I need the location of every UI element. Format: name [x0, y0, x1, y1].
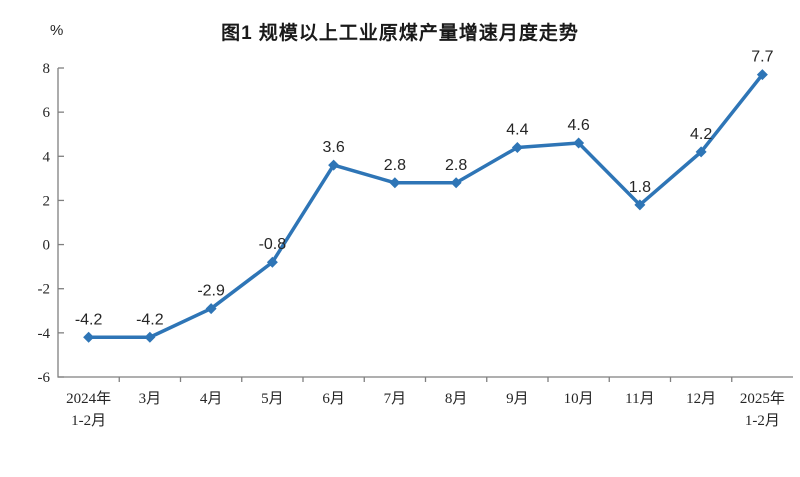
- y-tick-label: 0: [43, 238, 51, 254]
- data-point-marker: [83, 331, 95, 343]
- y-tick-label: 4: [43, 149, 51, 165]
- x-tick-label: 3月: [139, 391, 162, 407]
- y-tick-label: -2: [38, 282, 51, 298]
- data-point-label: 4.4: [506, 121, 528, 138]
- data-point-label: -2.9: [197, 283, 225, 300]
- x-tick-label: 4月: [200, 391, 223, 407]
- data-point-marker: [266, 256, 278, 268]
- data-series-line: [86, 72, 765, 340]
- y-axis-unit-label: %: [50, 22, 64, 39]
- axis-lines: [57, 68, 793, 378]
- data-point-marker: [695, 146, 707, 158]
- y-tick-label: 6: [43, 105, 51, 121]
- x-tick-label: 2025年 1-2月: [740, 390, 785, 429]
- y-tick-label: 2: [43, 193, 51, 209]
- y-tick-label: -4: [38, 326, 51, 342]
- x-tick-label: 8月: [445, 391, 468, 407]
- data-point-label: 2.8: [445, 157, 467, 174]
- data-point-label: 7.7: [751, 49, 773, 66]
- data-point-label: 4.2: [690, 126, 712, 143]
- x-tick-label: 12月: [686, 391, 716, 407]
- data-point-label: -4.2: [136, 311, 164, 328]
- x-tick-label: 9月: [506, 391, 529, 407]
- data-point-label: -0.8: [259, 236, 287, 253]
- data-point-marker: [756, 69, 768, 81]
- data-point-marker: [144, 331, 156, 343]
- data-point-marker: [450, 177, 462, 189]
- x-tick-label: 11月: [625, 391, 654, 407]
- x-tick-label: 5月: [261, 391, 284, 407]
- data-point-marker: [634, 199, 646, 211]
- x-tick-label: 7月: [384, 391, 407, 407]
- data-point-label: 2.8: [384, 157, 406, 174]
- data-point-label: 1.8: [629, 179, 651, 196]
- y-tick-label: -6: [38, 370, 51, 386]
- x-tick-label: 10月: [564, 391, 594, 407]
- data-point-marker: [573, 137, 585, 149]
- data-point-label: 3.6: [323, 139, 345, 156]
- x-tick-label: 2024年 1-2月: [66, 390, 111, 429]
- x-tick-label: 6月: [322, 391, 345, 407]
- data-point-label: 4.6: [568, 117, 590, 134]
- data-point-marker: [511, 141, 523, 153]
- data-point-marker: [389, 177, 401, 189]
- data-point-marker: [328, 159, 340, 171]
- data-point-label: -4.2: [75, 311, 103, 328]
- chart-title: 图1 规模以上工业原煤产量增速月度走势: [221, 23, 579, 44]
- data-point-marker: [205, 303, 217, 315]
- y-tick-label: 8: [43, 61, 51, 77]
